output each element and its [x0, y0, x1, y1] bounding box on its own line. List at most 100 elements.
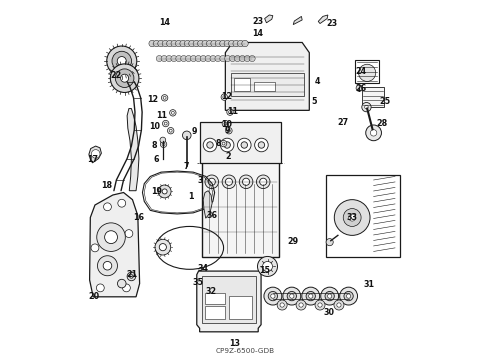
Bar	[202, 276, 256, 323]
Text: 17: 17	[87, 155, 98, 164]
Text: 28: 28	[376, 119, 388, 128]
Text: 16: 16	[133, 213, 144, 222]
Circle shape	[205, 55, 211, 62]
Text: CP9Z-6500-GDB: CP9Z-6500-GDB	[216, 348, 274, 354]
Circle shape	[234, 55, 241, 62]
Circle shape	[181, 55, 187, 62]
Circle shape	[169, 129, 172, 132]
Bar	[231, 73, 304, 96]
Text: 11: 11	[227, 107, 238, 116]
Circle shape	[161, 95, 168, 101]
Circle shape	[362, 103, 371, 112]
Circle shape	[149, 40, 155, 47]
Circle shape	[224, 122, 227, 125]
Text: 11: 11	[156, 111, 167, 120]
Circle shape	[92, 150, 100, 158]
Circle shape	[220, 138, 234, 152]
Circle shape	[171, 55, 177, 62]
Text: 18: 18	[101, 181, 112, 190]
Circle shape	[118, 199, 126, 207]
Circle shape	[202, 40, 208, 47]
Circle shape	[326, 239, 333, 246]
Text: 22: 22	[110, 71, 122, 80]
Circle shape	[334, 300, 344, 310]
Circle shape	[189, 40, 195, 47]
Circle shape	[255, 138, 268, 152]
Circle shape	[98, 256, 118, 276]
Circle shape	[244, 55, 250, 62]
Polygon shape	[90, 193, 140, 297]
Circle shape	[205, 175, 219, 189]
Circle shape	[158, 185, 171, 198]
Circle shape	[207, 142, 213, 148]
Circle shape	[161, 55, 167, 62]
Circle shape	[172, 111, 174, 114]
Circle shape	[337, 303, 341, 307]
Circle shape	[211, 40, 217, 47]
Polygon shape	[293, 17, 302, 24]
Circle shape	[130, 275, 133, 278]
Circle shape	[237, 40, 244, 47]
Polygon shape	[127, 109, 139, 191]
Circle shape	[242, 40, 248, 47]
Bar	[234, 78, 250, 91]
Text: 30: 30	[323, 309, 335, 318]
Text: 12: 12	[147, 95, 159, 104]
Text: 4: 4	[314, 77, 320, 86]
Circle shape	[180, 40, 186, 47]
Circle shape	[103, 261, 112, 270]
Circle shape	[270, 294, 275, 298]
Circle shape	[159, 244, 167, 251]
Text: 23: 23	[252, 17, 263, 26]
Circle shape	[290, 294, 294, 298]
Circle shape	[229, 55, 236, 62]
Text: 14: 14	[159, 18, 170, 27]
Circle shape	[191, 55, 196, 62]
Circle shape	[370, 130, 377, 136]
Circle shape	[206, 40, 213, 47]
Circle shape	[97, 223, 125, 251]
Circle shape	[220, 140, 227, 147]
Circle shape	[343, 208, 361, 226]
Circle shape	[344, 292, 353, 301]
Circle shape	[196, 55, 201, 62]
Circle shape	[160, 141, 167, 148]
Circle shape	[170, 110, 176, 116]
Circle shape	[287, 292, 296, 301]
Circle shape	[163, 120, 169, 127]
Circle shape	[365, 105, 368, 109]
Text: 21: 21	[126, 270, 137, 279]
Circle shape	[226, 127, 232, 134]
Text: 10: 10	[149, 122, 160, 131]
Text: 3: 3	[197, 176, 203, 185]
Text: 6: 6	[153, 155, 159, 164]
Circle shape	[227, 129, 230, 132]
Circle shape	[224, 142, 230, 148]
Text: 9: 9	[191, 127, 197, 136]
Circle shape	[117, 57, 126, 66]
Circle shape	[103, 203, 111, 211]
Circle shape	[225, 55, 231, 62]
Circle shape	[227, 109, 233, 115]
Circle shape	[258, 256, 277, 276]
Circle shape	[315, 300, 325, 310]
Circle shape	[256, 175, 270, 189]
Circle shape	[239, 175, 253, 189]
Circle shape	[112, 51, 131, 71]
Circle shape	[175, 40, 182, 47]
Circle shape	[182, 131, 191, 140]
Circle shape	[210, 55, 216, 62]
Text: 36: 36	[207, 211, 218, 220]
Polygon shape	[203, 191, 212, 218]
Bar	[362, 87, 384, 107]
Text: 23: 23	[326, 19, 337, 28]
Circle shape	[268, 292, 277, 301]
Circle shape	[158, 40, 164, 47]
Circle shape	[162, 143, 165, 146]
Circle shape	[334, 200, 370, 235]
Circle shape	[91, 244, 99, 252]
Circle shape	[243, 178, 249, 185]
Text: 25: 25	[379, 97, 390, 106]
Circle shape	[321, 287, 339, 305]
Circle shape	[162, 40, 169, 47]
